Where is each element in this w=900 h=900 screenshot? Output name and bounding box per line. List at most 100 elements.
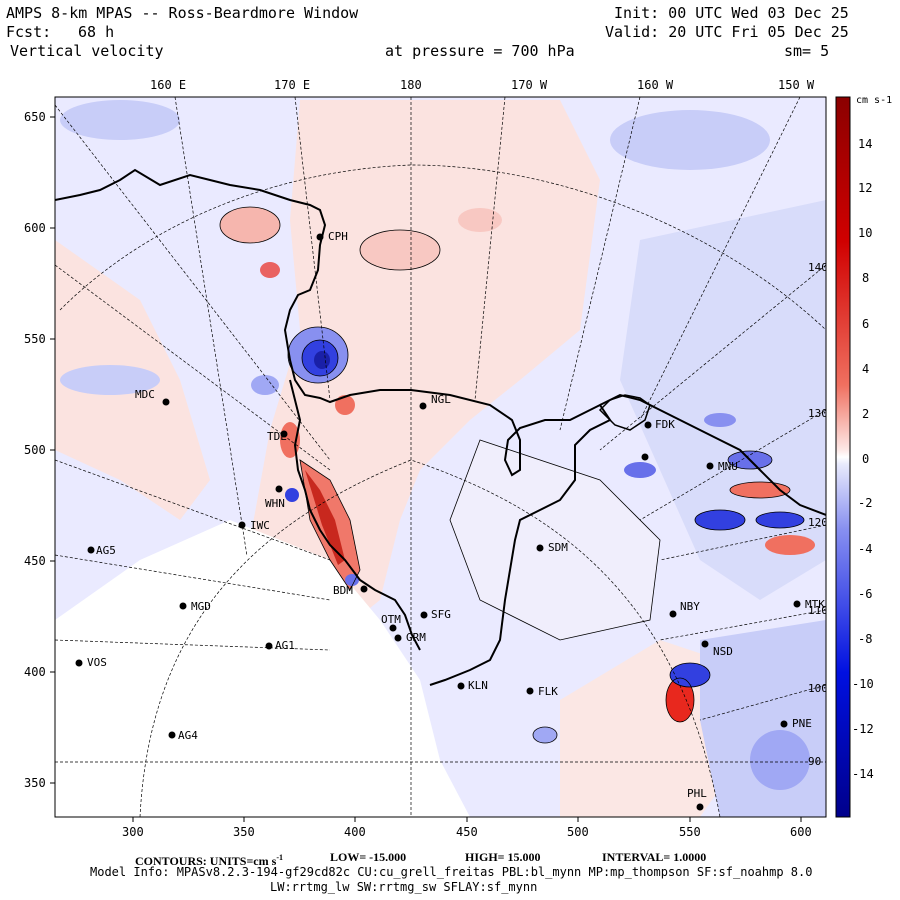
contour-high: HIGH= 15.000 [465,850,541,864]
svg-text:120 W: 120 W [808,516,841,529]
lon-label-180: 180 [400,78,422,92]
forecast-label: Fcst: [6,23,52,41]
negative-patch [695,510,745,530]
station-dots [75,233,801,811]
station-label-nby: NBY [680,600,700,613]
neutral-region-ross [450,440,660,640]
colorbar-label: -8 [858,632,873,646]
contour-lines [219,206,805,744]
station-label-kln: KLN [468,679,488,692]
x-tick: 500 [567,825,589,839]
y-tick: 450 [24,554,46,568]
y-tick: 650 [24,110,46,124]
x-tick: 600 [790,825,812,839]
lon-label-170e: 170 E [274,78,311,92]
negative-core [314,351,330,369]
station-label-ag1: AG1 [275,639,295,652]
colorbar-label: -6 [858,587,873,601]
y-tick: 550 [24,332,46,346]
positive-patch [458,208,502,232]
contour-interval: INTERVAL= 1.0000 [602,850,707,864]
negative-patch [345,574,359,586]
map-frame [54,96,827,818]
lon-label-160w: 160 W [637,78,674,92]
station-label-vos: VOS [87,656,107,669]
edge-lon-labels: 140 W 130 W 120 W 110 W 100 W 90 W [808,261,841,768]
pressure-level: at pressure = 700 hPa [385,42,575,60]
colorbar [835,96,851,818]
x-tick: 400 [344,825,366,839]
colorbar-label: -10 [852,677,874,691]
coastline [55,168,826,686]
station-label-flk: FLK [538,685,558,698]
negative-patch [60,100,180,140]
negative-patch [756,512,804,528]
x-tick: 450 [456,825,478,839]
smoothing-value: sm= 5 [784,42,830,60]
negative-patch [670,663,710,687]
negative-patch [60,365,160,395]
contour-low: LOW= -15.000 [330,850,407,864]
positive-band-core [305,470,345,565]
colorbar-label: -2 [858,496,873,510]
station-label-ag4: AG4 [178,729,198,742]
negative-patch [533,727,557,743]
svg-text:90 W: 90 W [808,755,835,768]
svg-text:100 W: 100 W [808,682,841,695]
colorbar-label: 0 [862,452,870,466]
colorbar-label: 10 [858,226,873,240]
station-label-pne: PNE [792,717,812,730]
station-label-mdc: MDC [135,388,155,401]
y-tick: 400 [24,665,46,679]
positive-patch [260,262,280,278]
station-label-fdk: FDK [655,418,675,431]
negative-patch [624,462,656,478]
positive-patch [666,678,694,722]
lon-label-160e: 160 E [150,78,187,92]
station-label-ngl: NGL [431,393,451,406]
station-label-iwc: IWC [250,519,270,532]
station-label-tde: TDE [267,430,287,443]
station-label-sdm: SDM [548,541,568,554]
colorbar-label: 14 [858,137,873,151]
colorbar-label: 2 [862,407,870,421]
station-label-bdm: BDM [333,584,353,597]
valid-time: Valid: 20 UTC Fri 05 Dec 25 [605,23,849,41]
x-tick: 300 [122,825,144,839]
y-tick: 600 [24,221,46,235]
negative-patch [251,375,279,395]
negative-patch [750,730,810,790]
station-label-mtk: MTK [805,598,825,611]
forecast-hour: 68 h [78,23,115,41]
y-tick: 350 [24,776,46,790]
colorbar-units: cm s-1 [856,95,893,106]
station-label-mnu: MNU [718,460,738,473]
colorbar-label: 8 [862,271,870,285]
field-name: Vertical velocity [10,42,164,60]
positive-patch [335,395,355,415]
map-plot-area: CPH MDC NGL FDK TDE MNU WHN IWC AG5 SDM … [55,97,841,817]
station-label-mgd: MGD [191,600,211,613]
colorbar-label: 12 [858,181,873,195]
svg-text:110 W: 110 W [808,604,841,617]
x-tick: 350 [233,825,255,839]
positive-patch [765,535,815,555]
station-label-nsd: NSD [713,645,733,658]
contour-units: CONTOURS: UNITS=cm s-1 [135,853,283,868]
station-label-whn: WHN [265,497,285,510]
station-labels: CPH MDC NGL FDK TDE MNU WHN IWC AG5 SDM … [87,230,825,800]
station-label-ag5: AG5 [96,544,116,557]
lon-label-150w: 150 W [778,78,815,92]
axis-ticks [50,116,802,822]
graticule [55,97,826,817]
station-label-grm: GRM [406,631,426,644]
x-tick: 550 [679,825,701,839]
neutral-region-plateau [55,520,470,817]
negative-patch [610,110,770,170]
station-label-cph: CPH [328,230,348,243]
positive-patch [220,207,280,243]
svg-text:140 W: 140 W [808,261,841,274]
map-title: AMPS 8-km MPAS -- Ross-Beardmore Window [6,4,359,22]
colorbar-label: 6 [862,317,870,331]
